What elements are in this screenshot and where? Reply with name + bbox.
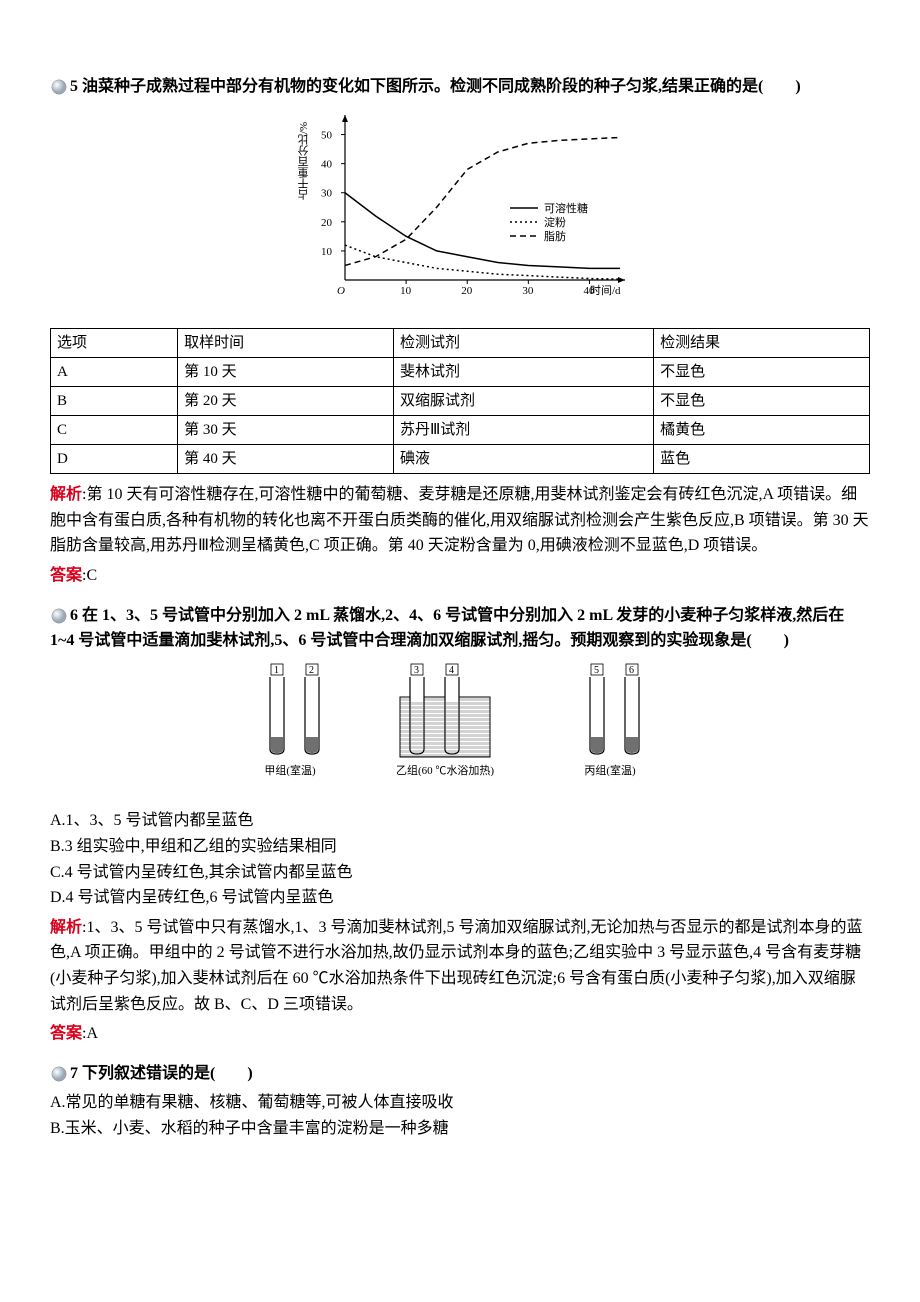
svg-text:可溶性糖: 可溶性糖 [544,201,588,215]
table-cell: A [51,358,178,387]
table-cell: 蓝色 [654,445,870,474]
table-header: 选项 [51,329,178,358]
q6-analysis: 解析:1、3、5 号试管中只有蒸馏水,1、3 号滴加斐林试剂,5 号滴加双缩脲试… [50,915,870,1017]
q5-analysis: 解析:第 10 天有可溶性糖存在,可溶性糖中的葡萄糖、麦芽糖是还原糖,用斐林试剂… [50,482,870,559]
svg-text:O: O [337,285,345,297]
q6-analysis-text: :1、3、5 号试管中只有蒸馏水,1、3 号滴加斐林试剂,5 号滴加双缩脲试剂,… [50,919,862,1013]
q6-opt-c: C.4 号试管内呈砖红色,其余试管内都呈蓝色 [50,860,870,886]
q5-prompt: 5 油菜种子成熟过程中部分有机物的变化如下图所示。检测不同成熟阶段的种子匀浆,结… [50,74,870,100]
svg-text:2: 2 [309,665,314,676]
table-cell: D [51,445,178,474]
svg-text:30: 30 [522,285,534,297]
table-header: 取样时间 [178,329,394,358]
svg-text:丙组(室温): 丙组(室温) [584,763,636,777]
q5-line-chart: O102030401020304050时间/d占干重百分比/%可溶性糖淀粉脂肪 [290,110,630,310]
q7-options: A.常见的单糖有果糖、核糖、葡萄糖等,可被人体直接吸收 B.玉米、小麦、水稻的种… [50,1090,870,1141]
svg-text:1: 1 [274,665,279,676]
table-cell: 不显色 [654,358,870,387]
analysis-label: 解析 [50,486,82,503]
q5-chart: O102030401020304050时间/d占干重百分比/%可溶性糖淀粉脂肪 [50,110,870,319]
q7-text: 7 下列叙述错误的是( ) [70,1065,253,1082]
table-cell: 不显色 [654,387,870,416]
svg-text:乙组(60 ℃水浴加热): 乙组(60 ℃水浴加热) [396,763,494,777]
table-header: 检测结果 [654,329,870,358]
question-5: 5 油菜种子成熟过程中部分有机物的变化如下图所示。检测不同成熟阶段的种子匀浆,结… [50,74,870,589]
svg-text:4: 4 [449,665,454,676]
question-6: 6 在 1、3、5 号试管中分别加入 2 mL 蒸馏水,2、4、6 号试管中分别… [50,603,870,1047]
q6-diagram: 1 2 甲组(室温) 3 4 乙组(60 ℃水浴加热) 5 6 丙组(室温) [50,662,870,801]
table-cell: B [51,387,178,416]
q6-opt-d: D.4 号试管内呈砖红色,6 号试管内呈蓝色 [50,885,870,911]
q5-answer: 答案:C [50,563,870,589]
q7-opt-b: B.玉米、小麦、水稻的种子中含量丰富的淀粉是一种多糖 [50,1116,870,1142]
table-cell: 斐林试剂 [393,358,653,387]
table-row: B第 20 天双缩脲试剂不显色 [51,387,870,416]
bullet-icon [50,78,68,96]
svg-text:占干重百分比/%: 占干重百分比/% [298,121,311,201]
table-row: C第 30 天苏丹Ⅲ试剂橘黄色 [51,416,870,445]
q5-options-table: 选项取样时间检测试剂检测结果 A第 10 天斐林试剂不显色B第 20 天双缩脲试… [50,328,870,474]
table-row: D第 40 天碘液蓝色 [51,445,870,474]
svg-text:40: 40 [321,158,333,170]
svg-text:20: 20 [321,216,333,228]
q6-text: 6 在 1、3、5 号试管中分别加入 2 mL 蒸馏水,2、4、6 号试管中分别… [50,607,844,650]
table-cell: 双缩脲试剂 [393,387,653,416]
test-tubes-diagram: 1 2 甲组(室温) 3 4 乙组(60 ℃水浴加热) 5 6 丙组(室温) [230,662,690,792]
svg-text:6: 6 [629,665,634,676]
table-cell: C [51,416,178,445]
bullet-icon [50,1065,68,1083]
question-7: 7 下列叙述错误的是( ) A.常见的单糖有果糖、核糖、葡萄糖等,可被人体直接吸… [50,1061,870,1142]
q5-text: 5 油菜种子成熟过程中部分有机物的变化如下图所示。检测不同成熟阶段的种子匀浆,结… [70,78,801,95]
svg-text:脂肪: 脂肪 [544,229,566,243]
q6-prompt: 6 在 1、3、5 号试管中分别加入 2 mL 蒸馏水,2、4、6 号试管中分别… [50,603,870,654]
q5-analysis-text: :第 10 天有可溶性糖存在,可溶性糖中的葡萄糖、麦芽糖是还原糖,用斐林试剂鉴定… [50,486,869,554]
table-cell: 碘液 [393,445,653,474]
q6-options: A.1、3、5 号试管内都呈蓝色 B.3 组实验中,甲组和乙组的实验结果相同 C… [50,808,870,910]
q6-answer: 答案:A [50,1021,870,1047]
table-row: A第 10 天斐林试剂不显色 [51,358,870,387]
q5-answer-text: :C [82,567,97,584]
answer-label: 答案 [50,567,82,584]
q7-opt-a: A.常见的单糖有果糖、核糖、葡萄糖等,可被人体直接吸收 [50,1090,870,1116]
svg-text:20: 20 [461,285,473,297]
answer-label: 答案 [50,1025,82,1042]
svg-text:甲组(室温): 甲组(室温) [264,763,316,777]
svg-text:时间/d: 时间/d [590,284,621,297]
table-cell: 第 10 天 [178,358,394,387]
svg-text:淀粉: 淀粉 [544,215,566,229]
table-cell: 苏丹Ⅲ试剂 [393,416,653,445]
svg-text:30: 30 [321,187,333,199]
table-header: 检测试剂 [393,329,653,358]
svg-text:3: 3 [414,665,419,676]
table-cell: 第 40 天 [178,445,394,474]
svg-text:10: 10 [400,285,412,297]
bullet-icon [50,607,68,625]
svg-text:10: 10 [321,246,333,258]
q7-prompt: 7 下列叙述错误的是( ) [50,1061,870,1087]
svg-text:5: 5 [594,665,599,676]
q6-answer-text: :A [82,1025,98,1042]
q6-opt-a: A.1、3、5 号试管内都呈蓝色 [50,808,870,834]
table-cell: 第 30 天 [178,416,394,445]
q6-opt-b: B.3 组实验中,甲组和乙组的实验结果相同 [50,834,870,860]
table-cell: 第 20 天 [178,387,394,416]
svg-text:50: 50 [321,129,333,141]
table-cell: 橘黄色 [654,416,870,445]
analysis-label: 解析 [50,919,82,936]
